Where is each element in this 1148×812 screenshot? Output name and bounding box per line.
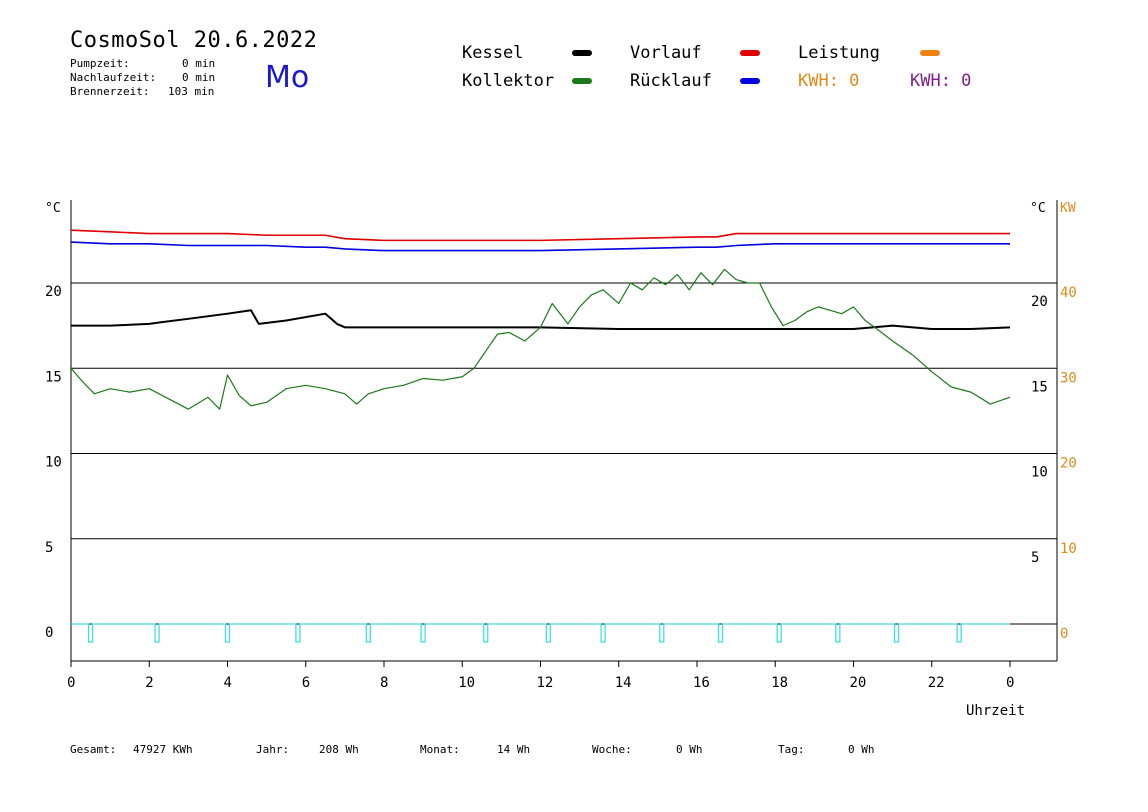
y-tick-left-20: 20 [45, 284, 62, 300]
x-tick-label-7: 14 [615, 675, 632, 691]
weekday-label: Mo [265, 60, 310, 95]
legend-leistung-swatch [920, 50, 940, 56]
legend-leistung-label: Leistung [798, 43, 880, 63]
footer-gesamt-value: 47927 KWh [133, 743, 193, 756]
legend-vorlauf-swatch [740, 50, 760, 56]
y-axis-kw-unit: KW [1060, 201, 1076, 216]
series-kessel-line [71, 309, 1011, 331]
y-tick-left-0: 0 [45, 625, 53, 641]
y-tick-right-10: 10 [1031, 465, 1048, 481]
x-tick-label-11: 22 [928, 675, 945, 691]
x-axis-label: Uhrzeit [966, 703, 1025, 719]
footer-monat-value: 14 Wh [497, 743, 531, 756]
footer-jahr-label: Jahr: [256, 743, 290, 756]
x-tick-label-9: 18 [771, 675, 788, 691]
y-tick-kw-0: 0 [1060, 626, 1068, 642]
series-kollektor-line [70, 268, 1011, 410]
footer-woche-value: 0 Wh [676, 743, 703, 756]
legend-ruecklauf-label: Rücklauf [630, 71, 712, 91]
legend-kessel-swatch [572, 50, 592, 56]
legend-kwh-purple: KWH: 0 [910, 71, 972, 91]
x-tick-label-5: 10 [458, 675, 475, 691]
y-tick-kw-20: 20 [1060, 456, 1077, 472]
x-tick-label-2: 4 [224, 675, 232, 691]
y-tick-right-20: 20 [1031, 294, 1048, 310]
y-tick-left-15: 15 [45, 369, 62, 385]
x-tick-label-8: 16 [693, 675, 710, 691]
x-tick-label-12: 0 [1006, 675, 1014, 691]
legend-ruecklauf-swatch [740, 78, 760, 84]
x-tick-label-3: 6 [302, 675, 310, 691]
y-tick-right-15: 15 [1031, 379, 1048, 395]
legend-kollektor-swatch [572, 78, 592, 84]
y-tick-kw-10: 10 [1060, 541, 1077, 557]
footer-monat-label: Monat: [420, 743, 460, 756]
y-tick-right-5: 5 [1031, 550, 1039, 566]
chart-title: CosmoSol 20.6.2022 [70, 28, 318, 53]
legend-kwh-orange: KWH: 0 [798, 71, 860, 91]
footer-gesamt-label: Gesamt: [70, 743, 117, 756]
x-tick-label-6: 12 [537, 675, 554, 691]
series-leistung-line [71, 623, 1010, 643]
legend-kollektor-label: Kollektor [462, 71, 555, 91]
footer-jahr-value: 208 Wh [319, 743, 359, 756]
stat-brennerzeit-label: Brennerzeit: [70, 85, 150, 98]
stat-brennerzeit-value: 103 min [168, 85, 215, 98]
x-tick-label-10: 20 [850, 675, 867, 691]
stat-nachlaufzeit-label: Nachlaufzeit: [70, 71, 157, 84]
legend-vorlauf-label: Vorlauf [630, 43, 702, 63]
y-axis-right-unit: °C [1030, 201, 1046, 216]
stat-nachlaufzeit-value: 0 min [182, 71, 216, 84]
y-tick-left-10: 10 [45, 455, 62, 471]
y-tick-kw-40: 40 [1060, 285, 1077, 301]
footer-woche-label: Woche: [592, 743, 632, 756]
x-tick-label-0: 0 [67, 675, 75, 691]
y-axis-left-unit: °C [45, 201, 61, 216]
stat-pumpzeit-value: 0 min [182, 57, 216, 70]
y-tick-left-5: 5 [45, 540, 53, 556]
stat-pumpzeit-label: Pumpzeit: [70, 57, 130, 70]
footer-tag-value: 0 Wh [848, 743, 875, 756]
y-tick-kw-30: 30 [1060, 370, 1077, 386]
legend-kessel-label: Kessel [462, 43, 524, 63]
x-tick-label-4: 8 [380, 675, 388, 691]
x-tick-label-1: 2 [145, 675, 153, 691]
series-vorlauf-line [70, 229, 1010, 242]
series-ruecklauf-line [70, 241, 1010, 252]
footer-tag-label: Tag: [778, 743, 805, 756]
